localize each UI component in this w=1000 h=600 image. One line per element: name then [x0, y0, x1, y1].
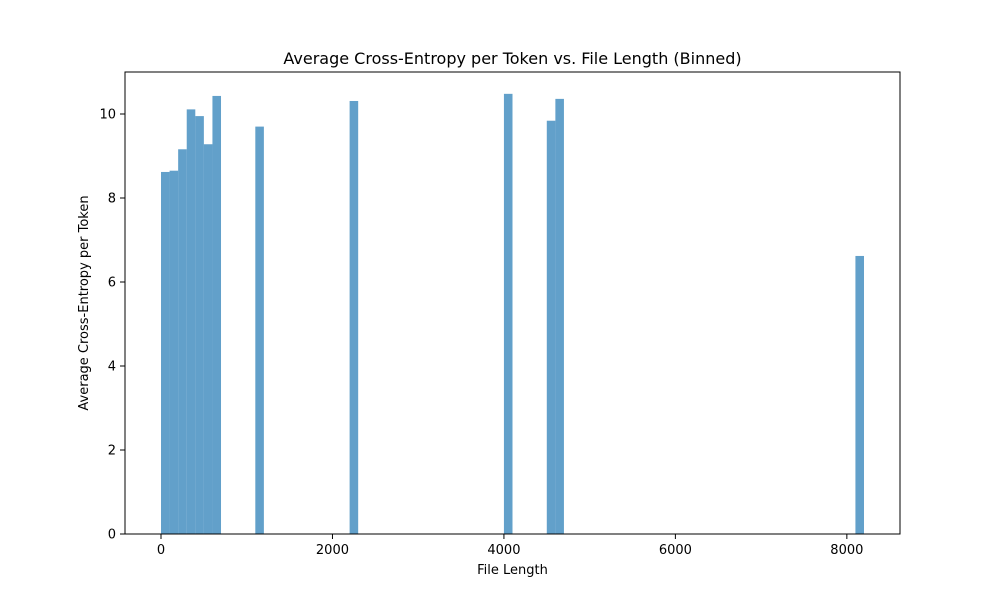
- bar-7: [255, 126, 264, 534]
- bars-group: [161, 93, 864, 535]
- bar-0: [161, 171, 170, 534]
- bar-2: [178, 149, 187, 534]
- x-tick-label: 6000: [659, 543, 692, 558]
- bar-4: [195, 116, 204, 534]
- x-tick-label: 0: [157, 543, 165, 558]
- y-axis-ticks: 0 2 4 6 8 10: [99, 108, 125, 543]
- x-tick-label: 4000: [487, 543, 520, 558]
- bar-1: [169, 170, 179, 534]
- bar-12: [855, 255, 864, 534]
- x-axis-ticks: 0 2000 4000 6000 8000: [157, 534, 863, 558]
- plot-frame: [124, 71, 901, 535]
- x-axis-label: File Length: [477, 563, 548, 578]
- chart-title: Average Cross-Entropy per Token vs. File…: [283, 49, 741, 68]
- y-tick-label: 10: [99, 108, 116, 123]
- y-axis-label: Average Cross-Entropy per Token: [77, 195, 92, 410]
- bar-8: [349, 100, 359, 534]
- bar-6: [212, 95, 222, 534]
- bar-5: [203, 144, 213, 535]
- x-tick-label: 2000: [316, 543, 349, 558]
- x-tick-label: 8000: [830, 543, 863, 558]
- y-tick-label: 0: [108, 528, 116, 543]
- y-tick-label: 4: [108, 360, 116, 375]
- bar-11: [555, 98, 564, 534]
- y-tick-label: 8: [108, 192, 116, 207]
- y-tick-label: 2: [108, 444, 116, 459]
- bar-10: [546, 120, 556, 534]
- bar-3: [186, 109, 196, 534]
- y-tick-label: 6: [108, 276, 116, 291]
- bar-9: [503, 93, 513, 534]
